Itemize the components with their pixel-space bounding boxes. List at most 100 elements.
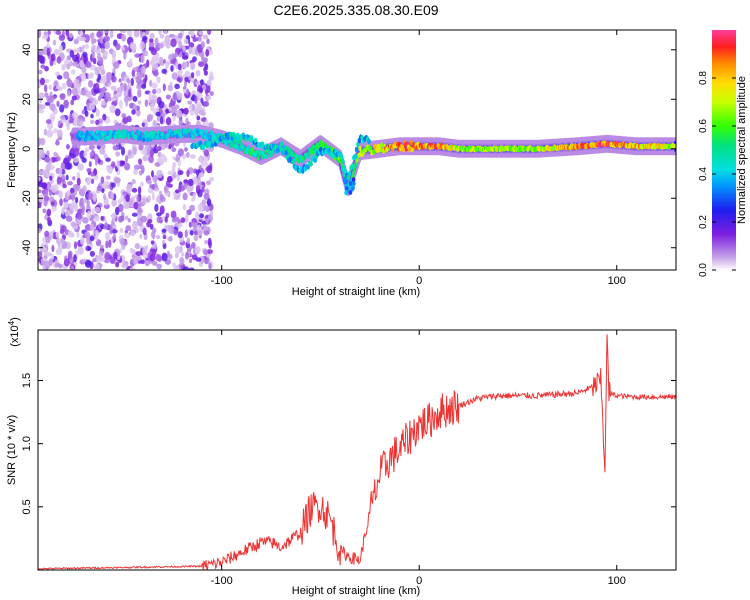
heatmap-noise-cell [90,178,95,184]
heatmap-noise-cell [197,203,204,213]
heatmap-noise-cell [100,68,106,76]
heatmap-noise-cell [144,99,149,107]
heatmap-noise-cell [94,215,100,222]
heatmap-noise-cell [153,63,159,69]
heatmap-core-cell [146,137,150,143]
heatmap-noise-cell [197,224,201,231]
heatmap-noise-cell [56,56,62,64]
heatmap-noise-cell [178,118,183,127]
heatmap-noise-cell [191,221,197,228]
heatmap-noise-cell [141,148,147,155]
heatmap-noise-cell [122,191,129,196]
heatmap-noise-cell [86,210,92,220]
heatmap-noise-cell [68,32,73,39]
heatmap-noise-cell [104,41,110,50]
heatmap-core-cell [352,168,356,175]
heatmap-noise-cell [50,53,56,62]
heatmap-noise-cell [173,171,177,179]
heatmap-trace [70,124,676,197]
heatmap-noise-cell [45,163,51,173]
heatmap-noise-cell [38,30,42,38]
heatmap-noise-cell [41,169,48,176]
heatmap-noise-cell [52,39,57,46]
heatmap-noise-cell [70,221,77,227]
heatmap-noise-cell [110,212,117,219]
heatmap-noise-cell [154,187,160,192]
heatmap-noise-cell [44,92,49,98]
heatmap-noise-cell [51,206,57,212]
heatmap-noise-cell [203,193,210,200]
heatmap-noise-cell [140,259,146,265]
heatmap-noise-cell [181,55,189,60]
heatmap-noise-cell [43,128,48,136]
heatmap-noise-cell [118,78,122,83]
heatmap-noise-cell [203,70,208,76]
heatmap-noise-cell [135,76,142,84]
spectrogram-y-tick-label: -20 [21,190,33,206]
heatmap-noise-cell [93,263,100,270]
heatmap-noise-cell [114,177,121,184]
spectrogram-y-tick-label: -40 [21,240,33,256]
heatmap-noise-cell [157,42,164,49]
heatmap-noise-cell [137,186,142,195]
heatmap-noise-cell [206,198,212,207]
heatmap-noise-cell [82,185,87,192]
heatmap-noise-cell [121,263,128,269]
heatmap-noise-cell [111,75,117,83]
heatmap-noise-cell [185,214,189,223]
heatmap-noise-cell [81,73,87,82]
heatmap-noise-cell [59,93,66,101]
heatmap-noise-cell [105,157,111,162]
heatmap-noise-cell [44,84,48,93]
heatmap-noise-cell [121,46,125,52]
heatmap-noise-cell [46,47,50,57]
heatmap-noise-cell [38,49,45,56]
snr-multiplier-exponent: 4 [7,320,16,325]
heatmap-core-cell [380,142,384,148]
heatmap-noise-cell [127,149,132,156]
heatmap-noise-cell [161,252,168,262]
heatmap-noise-cell [73,241,78,250]
heatmap-dip-cell [350,186,355,192]
heatmap-noise-cell [189,103,193,112]
heatmap-noise-cell [170,106,177,115]
heatmap-branch-cell [367,138,371,145]
heatmap-noise-cell [82,116,86,122]
heatmap-noise-cell [209,71,214,79]
heatmap-branch-cell [339,153,344,160]
heatmap-noise-cell [42,34,49,40]
heatmap-noise-cell [79,150,86,160]
heatmap-noise-cell [98,252,102,261]
heatmap-noise-cell [167,84,173,92]
heatmap-noise-cell [60,225,67,232]
heatmap-noise-cell [67,181,73,186]
heatmap-noise-cell [86,200,90,208]
heatmap-noise-cell [202,249,208,256]
heatmap-noise-cell [88,80,94,88]
heatmap-core-cell [200,129,204,135]
heatmap-noise-cell [135,251,142,256]
heatmap-noise-cell [152,88,157,95]
heatmap-noise-cell [61,64,66,71]
heatmap-noise-cell [171,147,177,152]
heatmap-noise-cell [182,203,187,211]
heatmap-noise-cell [44,260,51,270]
heatmap-noise-cell [77,163,85,171]
heatmap-noise-cell [189,230,194,236]
heatmap-noise-cell [184,147,188,152]
heatmap-noise-cell [72,183,80,190]
heatmap-noise-cell [207,237,212,246]
heatmap-noise-cell [71,192,75,202]
spectrogram-x-ticks: -100 0 100 [211,30,626,287]
heatmap-noise-cell [190,72,195,79]
heatmap-noise-cell [195,211,200,220]
heatmap-noise-cell [188,42,195,48]
heatmap-noise-region [38,30,215,270]
heatmap-noise-cell [103,153,108,159]
heatmap-core-cell [410,147,414,153]
heatmap-noise-cell [81,157,87,163]
heatmap-noise-cell [39,245,46,253]
heatmap-noise-cell [89,250,95,257]
heatmap-noise-cell [147,114,154,119]
heatmap-noise-cell [67,154,72,162]
